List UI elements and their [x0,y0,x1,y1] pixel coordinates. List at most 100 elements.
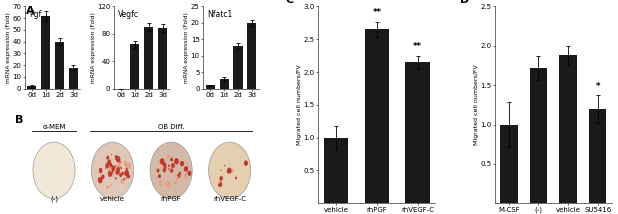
Circle shape [159,158,164,165]
Circle shape [176,176,179,180]
Circle shape [164,166,167,169]
Circle shape [163,162,166,168]
Circle shape [174,182,176,183]
Circle shape [124,170,129,177]
Bar [219,79,229,89]
Circle shape [117,167,120,171]
Bar [55,42,64,89]
Circle shape [168,165,170,167]
Circle shape [171,163,175,168]
Bar [27,86,36,89]
Circle shape [113,167,117,172]
Bar [234,46,242,89]
Circle shape [117,161,119,164]
Circle shape [180,161,184,166]
Circle shape [109,163,112,167]
Text: A: A [26,6,35,16]
Circle shape [119,173,122,177]
Text: rhPGF: rhPGF [161,196,182,202]
Circle shape [124,160,127,165]
Circle shape [125,167,128,170]
Circle shape [115,177,117,180]
Circle shape [159,180,163,186]
Bar [589,109,606,203]
Circle shape [167,155,169,158]
Circle shape [106,173,108,175]
Circle shape [232,169,234,171]
Text: **: ** [372,8,381,17]
Circle shape [163,162,165,165]
Bar [500,125,518,203]
Circle shape [99,169,102,173]
Bar [530,68,548,203]
Text: Vegfc: Vegfc [119,10,140,19]
Text: B: B [15,116,23,125]
Circle shape [235,177,237,179]
Circle shape [91,142,133,199]
Circle shape [109,165,114,172]
Circle shape [126,163,131,169]
Circle shape [187,171,192,176]
Circle shape [108,161,109,163]
Text: Nfatc1: Nfatc1 [208,10,233,19]
Bar [324,138,348,203]
Circle shape [221,170,222,171]
Text: *: * [595,82,600,91]
Circle shape [106,185,109,189]
Circle shape [177,171,179,173]
Circle shape [117,157,119,160]
Text: **: ** [413,42,422,51]
Circle shape [115,155,117,158]
Circle shape [101,174,104,179]
Circle shape [174,161,176,163]
Circle shape [168,168,170,170]
Circle shape [230,169,233,173]
Text: C: C [286,0,294,5]
Bar [206,85,214,89]
Circle shape [117,163,121,169]
Circle shape [111,154,112,155]
Circle shape [158,174,161,178]
Circle shape [244,160,248,166]
Circle shape [111,171,112,172]
Circle shape [169,168,172,173]
Circle shape [124,178,125,180]
Y-axis label: mRNA expression (Fold): mRNA expression (Fold) [91,12,96,83]
Bar [144,27,153,89]
Circle shape [116,169,120,174]
Circle shape [121,178,125,184]
Circle shape [218,181,222,187]
Circle shape [108,171,112,177]
Text: Pgf: Pgf [29,10,41,19]
Circle shape [112,173,114,174]
Circle shape [115,165,116,167]
Circle shape [108,171,109,172]
Circle shape [109,168,113,173]
Circle shape [170,169,173,173]
Bar [158,28,167,89]
Circle shape [227,169,231,173]
Circle shape [177,177,179,180]
Circle shape [119,161,121,163]
Circle shape [111,167,115,171]
Circle shape [109,162,111,165]
Circle shape [118,158,120,160]
Circle shape [185,174,186,175]
Circle shape [115,156,119,160]
Circle shape [112,166,115,169]
Y-axis label: mRNA expression (Fold): mRNA expression (Fold) [6,12,11,83]
Circle shape [112,168,114,171]
Bar [69,68,78,89]
Circle shape [233,164,234,165]
Circle shape [109,169,113,175]
Circle shape [181,176,182,177]
Bar [365,29,389,203]
Y-axis label: mRNA expression (Fold): mRNA expression (Fold) [184,12,189,83]
Bar [405,62,430,203]
Bar [130,44,140,89]
Circle shape [120,167,122,169]
Circle shape [209,142,251,199]
Circle shape [111,170,113,172]
Text: α-MEM: α-MEM [42,124,66,130]
Circle shape [115,169,120,175]
